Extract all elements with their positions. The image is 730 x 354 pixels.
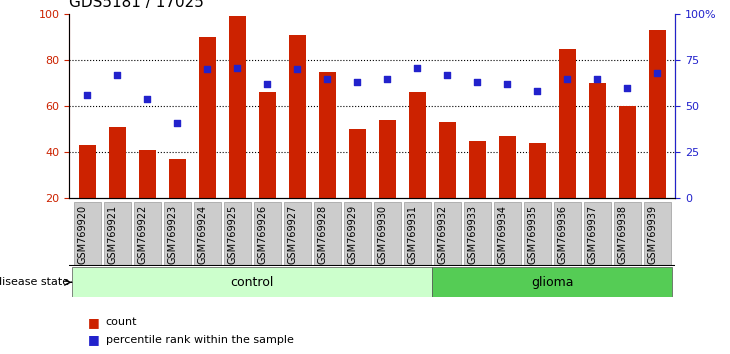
Bar — [379, 120, 396, 198]
Bar — [344, 202, 371, 266]
Bar — [139, 150, 155, 198]
Text: GSM769930: GSM769930 — [377, 205, 388, 264]
Bar — [529, 143, 545, 198]
Bar — [499, 136, 515, 198]
Bar — [524, 202, 550, 266]
Text: GSM769933: GSM769933 — [467, 205, 477, 264]
Text: GSM769925: GSM769925 — [227, 205, 237, 264]
Bar — [314, 202, 341, 266]
Bar — [74, 202, 101, 266]
Bar — [559, 49, 575, 198]
Bar — [584, 202, 611, 266]
Bar — [194, 202, 220, 266]
Bar — [649, 30, 666, 198]
Text: disease state: disease state — [0, 277, 69, 287]
Text: GSM769926: GSM769926 — [257, 205, 267, 264]
Bar — [254, 202, 281, 266]
Point — [621, 85, 633, 91]
Bar — [434, 202, 461, 266]
Text: GSM769936: GSM769936 — [557, 205, 567, 264]
Point — [351, 79, 363, 85]
Point — [412, 65, 423, 70]
Text: GSM769939: GSM769939 — [648, 205, 657, 264]
Point — [231, 65, 243, 70]
Bar — [229, 16, 245, 198]
Bar — [72, 267, 432, 297]
Bar — [554, 202, 581, 266]
Point — [591, 76, 603, 81]
Text: ■: ■ — [88, 333, 99, 346]
Bar — [589, 83, 605, 198]
Text: glioma: glioma — [531, 276, 574, 289]
Bar — [259, 92, 275, 198]
Bar — [374, 202, 401, 266]
Bar — [224, 202, 251, 266]
Text: GSM769920: GSM769920 — [77, 205, 88, 264]
Text: GSM769922: GSM769922 — [137, 205, 147, 264]
Bar — [619, 106, 636, 198]
Point — [651, 70, 663, 76]
Text: GSM769929: GSM769929 — [347, 205, 357, 264]
Text: GSM769934: GSM769934 — [497, 205, 507, 264]
Text: GSM769937: GSM769937 — [587, 205, 597, 264]
Point — [382, 76, 393, 81]
Point — [291, 67, 303, 72]
Bar — [104, 202, 131, 266]
Bar — [319, 72, 336, 198]
Bar — [409, 92, 426, 198]
Bar — [199, 37, 215, 198]
Bar — [404, 202, 431, 266]
Point — [82, 92, 93, 98]
Bar — [134, 202, 161, 266]
Bar — [464, 202, 491, 266]
Text: control: control — [231, 276, 274, 289]
Bar — [644, 202, 671, 266]
Point — [172, 120, 183, 126]
Bar — [349, 129, 366, 198]
Text: GSM769931: GSM769931 — [407, 205, 418, 264]
Bar — [164, 202, 191, 266]
Point — [531, 88, 543, 94]
Point — [142, 96, 153, 102]
Point — [472, 79, 483, 85]
Text: GSM769932: GSM769932 — [437, 205, 447, 264]
Text: GSM769928: GSM769928 — [318, 205, 327, 264]
Bar — [289, 35, 306, 198]
Point — [502, 81, 513, 87]
Point — [321, 76, 333, 81]
Bar — [79, 145, 96, 198]
Text: GSM769935: GSM769935 — [527, 205, 537, 264]
Text: percentile rank within the sample: percentile rank within the sample — [106, 335, 293, 345]
Point — [112, 72, 123, 78]
Bar — [432, 267, 672, 297]
Bar — [169, 159, 185, 198]
Text: GSM769938: GSM769938 — [618, 205, 627, 264]
Text: GSM769924: GSM769924 — [197, 205, 207, 264]
Bar — [493, 202, 520, 266]
Bar — [284, 202, 311, 266]
Text: GDS5181 / 17025: GDS5181 / 17025 — [69, 0, 204, 10]
Point — [561, 76, 573, 81]
Text: GSM769927: GSM769927 — [288, 205, 297, 264]
Text: count: count — [106, 317, 137, 327]
Text: GSM769923: GSM769923 — [167, 205, 177, 264]
Bar — [614, 202, 641, 266]
Point — [442, 72, 453, 78]
Bar — [109, 127, 126, 198]
Point — [201, 67, 213, 72]
Text: GSM769921: GSM769921 — [107, 205, 118, 264]
Text: ■: ■ — [88, 316, 99, 329]
Bar — [469, 141, 485, 198]
Bar — [439, 122, 456, 198]
Point — [261, 81, 273, 87]
